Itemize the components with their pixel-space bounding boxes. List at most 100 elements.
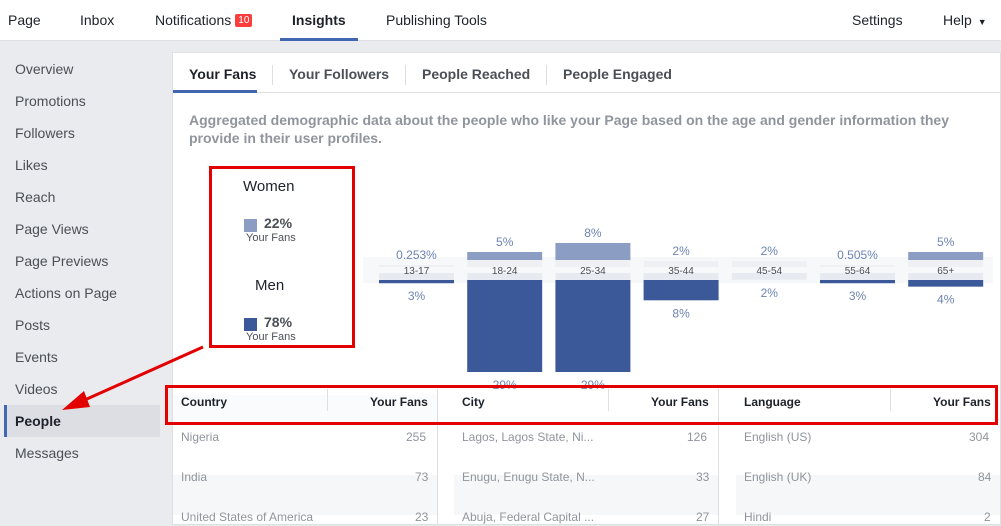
nav-page[interactable]: Page xyxy=(8,12,41,28)
nav-settings[interactable]: Settings xyxy=(852,12,903,28)
age-tick-label: 35-44 xyxy=(668,266,694,277)
tab-people-reached[interactable]: People Reached xyxy=(422,66,531,82)
nav-inbox[interactable]: Inbox xyxy=(80,12,115,28)
language-fans-column-header[interactable]: Your Fans xyxy=(933,395,991,409)
sidebar-item-posts[interactable]: Posts xyxy=(15,317,51,333)
women-value-label: 0.505% xyxy=(837,248,878,262)
women-value-label: 2% xyxy=(672,244,690,258)
age-gender-chart: 0.253%3%5%29%8%29%2%8%2%2%0.505%3%5%4%13… xyxy=(363,226,993,392)
city-fans: 27 xyxy=(696,510,710,524)
city-name: Enugu, Enugu State, N... xyxy=(462,470,595,484)
women-value-label: 5% xyxy=(937,235,955,249)
row-stripe xyxy=(173,475,437,515)
country-fans: 255 xyxy=(406,430,427,444)
country-fans: 23 xyxy=(415,510,429,524)
sidebar-item-followers[interactable]: Followers xyxy=(15,125,75,141)
women-value-label: 8% xyxy=(584,226,602,240)
city-fans: 33 xyxy=(696,470,710,484)
women-value-label: 0.253% xyxy=(396,248,437,262)
nav-insights[interactable]: Insights xyxy=(280,12,358,41)
legend-men-sub: Your Fans xyxy=(246,331,296,343)
nav-help-label: Help xyxy=(943,12,972,28)
sidebar-item-page-previews[interactable]: Page Previews xyxy=(15,253,109,269)
nav-help[interactable]: Help ▼ xyxy=(943,12,987,41)
age-tick-label: 45-54 xyxy=(757,266,783,277)
header-bg xyxy=(173,395,437,425)
language-name: English (US) xyxy=(744,430,812,444)
age-tick-label: 65+ xyxy=(937,266,954,277)
sidebar-item-actions-on-page[interactable]: Actions on Page xyxy=(15,285,117,301)
sidebar-item-messages[interactable]: Messages xyxy=(15,445,79,461)
nav-notifications-label: Notifications xyxy=(155,12,232,28)
city-column-header[interactable]: City xyxy=(462,395,485,409)
table-divider xyxy=(437,389,438,525)
country-fans: 73 xyxy=(415,470,429,484)
tab-divider xyxy=(405,65,406,85)
men-swatch xyxy=(244,318,257,331)
women-value-label: 2% xyxy=(761,244,779,258)
sidebar-item-likes[interactable]: Likes xyxy=(15,157,48,173)
active-tab-indicator xyxy=(173,90,257,93)
country-name: India xyxy=(181,470,208,484)
header-annotation-box xyxy=(165,385,998,425)
age-tick-label: 13-17 xyxy=(404,266,430,277)
tab-your-fans[interactable]: Your Fans xyxy=(189,66,257,82)
country-name: United States of America xyxy=(181,510,314,524)
women-value-label: 5% xyxy=(496,235,514,249)
men-bar-25-34[interactable] xyxy=(555,273,631,372)
language-fans: 84 xyxy=(978,470,992,484)
men-value-label: 8% xyxy=(672,306,690,320)
tab-divider xyxy=(546,65,547,85)
men-bar-18-24[interactable] xyxy=(467,273,543,372)
sidebar-item-events[interactable]: Events xyxy=(15,349,58,365)
row-stripe xyxy=(736,475,1000,515)
column-divider xyxy=(890,389,891,411)
age-tick-label: 55-64 xyxy=(845,266,871,277)
sidebar-item-reach[interactable]: Reach xyxy=(15,189,56,205)
column-divider xyxy=(608,389,609,411)
men-value-label: 4% xyxy=(937,293,955,307)
tab-your-followers[interactable]: Your Followers xyxy=(289,66,390,82)
gender-legend: Women 22% Your Fans Men 78% Your Fans xyxy=(209,166,355,348)
legend-women-sub: Your Fans xyxy=(246,232,296,244)
age-tick-label: 18-24 xyxy=(492,266,518,277)
legend-women-label: Women xyxy=(243,178,295,195)
sidebar-item-promotions[interactable]: Promotions xyxy=(15,93,86,109)
column-divider xyxy=(327,389,328,411)
language-name: English (UK) xyxy=(744,470,812,484)
nav-notifications[interactable]: Notifications 10 xyxy=(155,12,253,41)
legend-men-pct: 78% xyxy=(264,314,293,330)
men-value-label: 3% xyxy=(849,289,867,303)
language-fans: 2 xyxy=(984,510,991,524)
notifications-badge: 10 xyxy=(235,14,253,27)
sidebar-item-videos[interactable]: Videos xyxy=(15,381,58,397)
men-value-label: 2% xyxy=(761,286,779,300)
legend-men-label: Men xyxy=(255,277,285,294)
men-value-label: 3% xyxy=(408,289,426,303)
sidebar: Overview Promotions Followers Likes Reac… xyxy=(0,41,165,525)
city-fans: 126 xyxy=(687,430,708,444)
row-stripe xyxy=(454,475,718,515)
people-tabs: Your Fans Your Followers People Reached … xyxy=(173,53,1001,93)
women-swatch xyxy=(244,219,257,232)
language-name: Hindi xyxy=(744,510,772,524)
tab-divider xyxy=(272,65,273,85)
country-name: Nigeria xyxy=(181,430,220,444)
sidebar-item-page-views[interactable]: Page Views xyxy=(15,221,89,237)
sidebar-item-people[interactable]: People xyxy=(4,405,160,437)
chevron-down-icon: ▼ xyxy=(977,17,987,27)
country-fans-column-header[interactable]: Your Fans xyxy=(370,395,428,409)
sidebar-item-overview[interactable]: Overview xyxy=(15,61,74,77)
table-divider xyxy=(718,389,719,525)
city-name: Lagos, Lagos State, Ni... xyxy=(462,430,594,444)
insights-panel: Your Fans Your Followers People Reached … xyxy=(165,52,1001,525)
language-fans: 304 xyxy=(969,430,990,444)
age-axis-band-overlay xyxy=(363,260,993,280)
language-column-header[interactable]: Language xyxy=(744,395,801,409)
top-navigation: Page Inbox Notifications 10 Insights Publ… xyxy=(0,0,1001,41)
city-fans-column-header[interactable]: Your Fans xyxy=(651,395,709,409)
tab-people-engaged[interactable]: People Engaged xyxy=(563,66,672,82)
city-name: Abuja, Federal Capital ... xyxy=(462,510,595,524)
age-tick-label: 25-34 xyxy=(580,266,606,277)
nav-publishing-tools[interactable]: Publishing Tools xyxy=(386,12,487,28)
